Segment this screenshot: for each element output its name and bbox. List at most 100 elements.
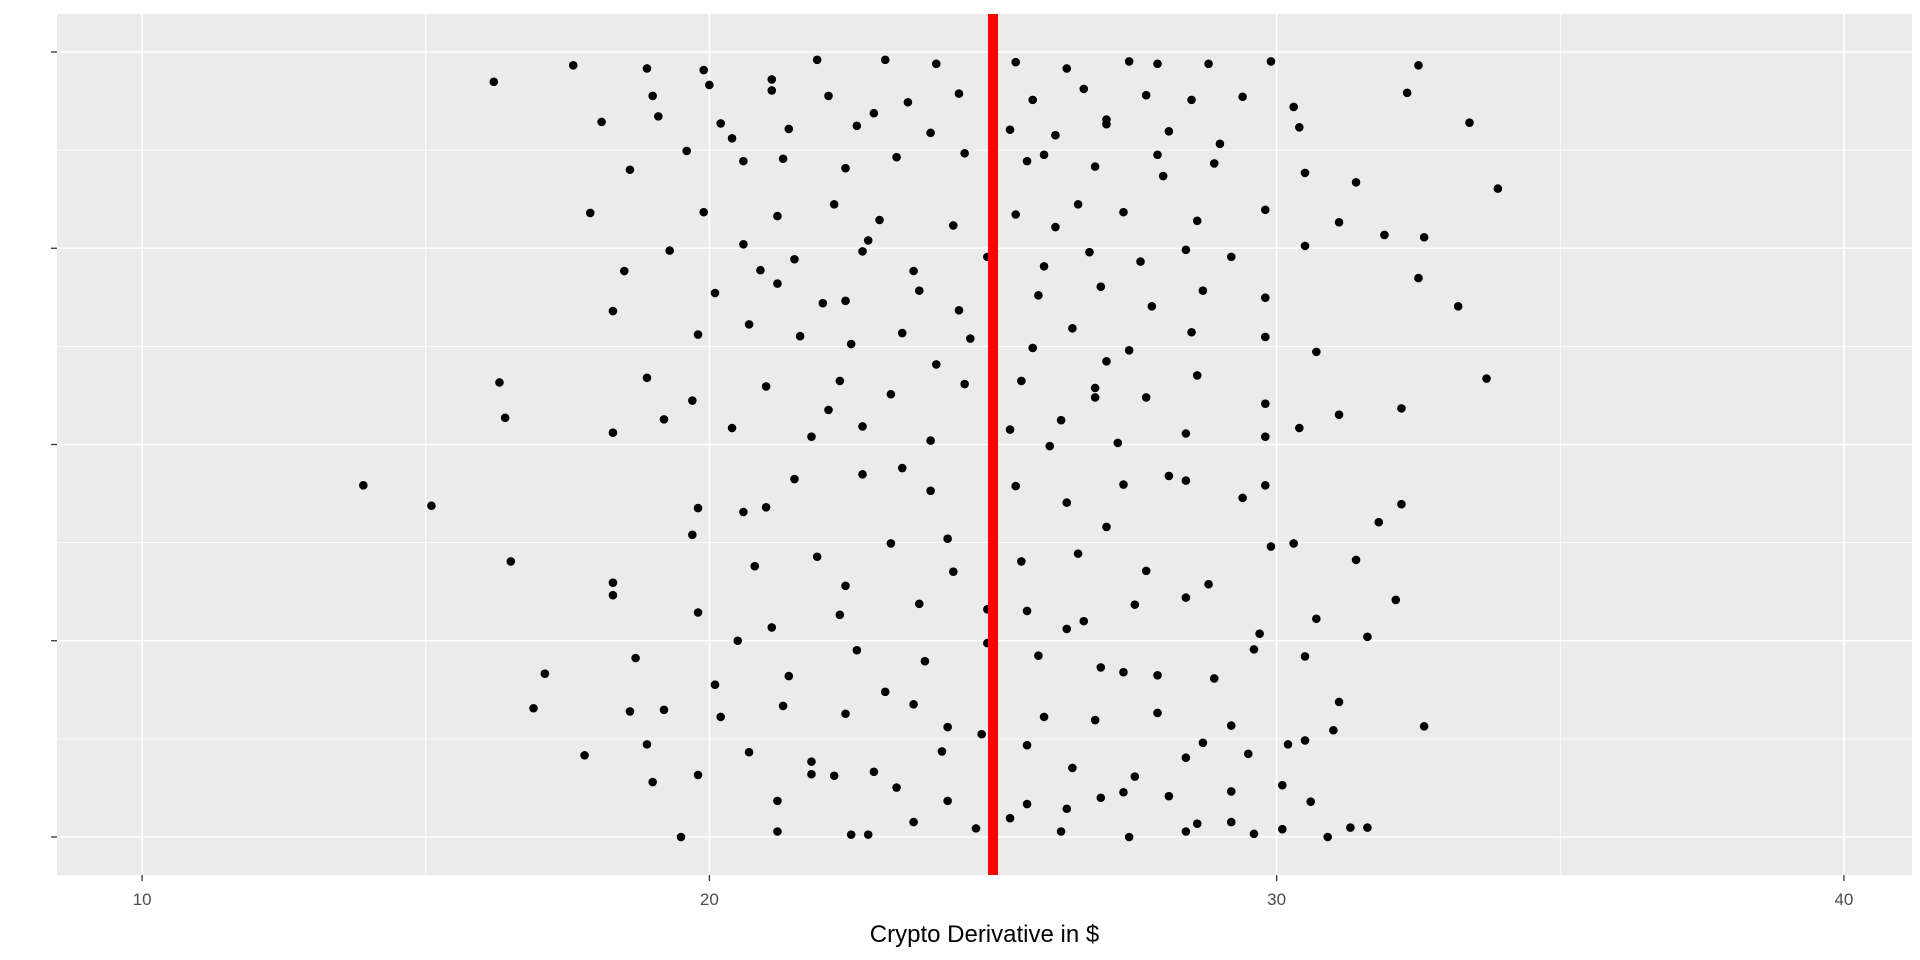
data-point xyxy=(597,117,606,127)
data-point xyxy=(977,729,986,739)
data-point xyxy=(500,413,510,423)
data-point xyxy=(778,154,788,164)
data-point xyxy=(1278,824,1287,834)
data-point xyxy=(1056,415,1066,425)
data-point xyxy=(1164,126,1174,136)
data-point xyxy=(631,653,640,663)
data-point xyxy=(1289,102,1298,112)
data-point xyxy=(943,796,952,806)
data-point xyxy=(1034,651,1043,660)
data-point xyxy=(846,830,856,839)
data-point xyxy=(1068,763,1077,773)
data-point xyxy=(1312,347,1321,357)
data-point xyxy=(807,769,816,779)
data-point xyxy=(1073,549,1083,558)
data-point xyxy=(1124,57,1134,66)
data-point xyxy=(1226,721,1236,730)
data-point xyxy=(625,165,635,175)
data-point xyxy=(829,771,839,781)
data-point xyxy=(897,328,907,338)
data-point xyxy=(960,379,969,389)
data-point xyxy=(699,207,708,217)
data-point xyxy=(608,590,618,600)
data-point xyxy=(693,503,703,513)
data-point xyxy=(1295,123,1304,132)
data-point xyxy=(1238,92,1247,102)
data-point xyxy=(795,331,805,341)
data-point xyxy=(1181,476,1191,485)
data-point xyxy=(1289,539,1298,548)
data-point xyxy=(1374,517,1384,527)
data-point xyxy=(1158,171,1168,181)
data-point xyxy=(869,767,879,777)
data-point xyxy=(693,770,703,780)
data-point xyxy=(858,422,867,431)
data-point xyxy=(841,581,850,591)
data-point xyxy=(1261,399,1270,408)
data-point xyxy=(880,687,890,697)
data-point xyxy=(642,373,652,383)
data-point xyxy=(585,208,595,218)
data-point xyxy=(1062,64,1072,73)
data-point xyxy=(1238,493,1247,503)
data-point xyxy=(665,246,674,255)
data-point xyxy=(1300,736,1310,745)
data-point xyxy=(1181,245,1191,255)
data-point xyxy=(359,481,368,490)
data-point xyxy=(835,376,845,386)
data-point xyxy=(693,330,703,339)
data-point xyxy=(1113,438,1123,448)
data-point xyxy=(1266,57,1276,66)
data-point xyxy=(1300,652,1310,661)
y-axis-ticks xyxy=(51,51,57,838)
data-point xyxy=(948,567,958,576)
data-point xyxy=(778,701,788,711)
data-point xyxy=(1164,791,1174,801)
data-point xyxy=(568,61,578,70)
data-point xyxy=(1045,441,1055,451)
data-point xyxy=(784,124,794,134)
x-tick-label: 20 xyxy=(700,890,719,909)
data-point xyxy=(761,503,771,512)
data-point xyxy=(858,470,867,479)
x-tick-label: 40 xyxy=(1834,890,1853,909)
data-point xyxy=(608,428,618,438)
data-point xyxy=(761,382,771,391)
data-point xyxy=(926,486,935,496)
data-point xyxy=(427,501,436,511)
data-point xyxy=(1283,740,1293,749)
data-point xyxy=(835,610,845,620)
data-point xyxy=(824,91,833,101)
data-point xyxy=(1181,429,1191,438)
data-point xyxy=(1380,230,1389,240)
data-point xyxy=(954,89,964,98)
data-point xyxy=(1226,787,1236,796)
data-point xyxy=(744,320,754,329)
data-point xyxy=(1346,823,1355,832)
data-point xyxy=(1192,819,1202,828)
data-point xyxy=(1261,432,1270,441)
data-point xyxy=(943,722,952,732)
data-point xyxy=(739,240,748,249)
data-point xyxy=(495,378,504,387)
data-point xyxy=(716,712,726,722)
data-point xyxy=(1028,95,1038,105)
data-point xyxy=(1453,302,1463,311)
data-point xyxy=(1051,130,1060,140)
data-point xyxy=(897,463,907,473)
x-axis-tick-labels: 10 20 30 40 xyxy=(133,890,1854,909)
data-point xyxy=(739,156,748,166)
data-point xyxy=(1419,232,1429,242)
data-point xyxy=(1306,797,1315,806)
data-point xyxy=(1090,162,1100,171)
data-point xyxy=(863,830,873,839)
data-point xyxy=(1102,522,1111,532)
data-point xyxy=(716,119,726,128)
data-point xyxy=(858,247,867,256)
data-point xyxy=(1465,118,1474,127)
data-point xyxy=(1198,286,1208,295)
data-point xyxy=(1198,738,1208,748)
data-point xyxy=(1022,740,1032,750)
data-point xyxy=(756,265,765,275)
data-point xyxy=(954,305,964,315)
